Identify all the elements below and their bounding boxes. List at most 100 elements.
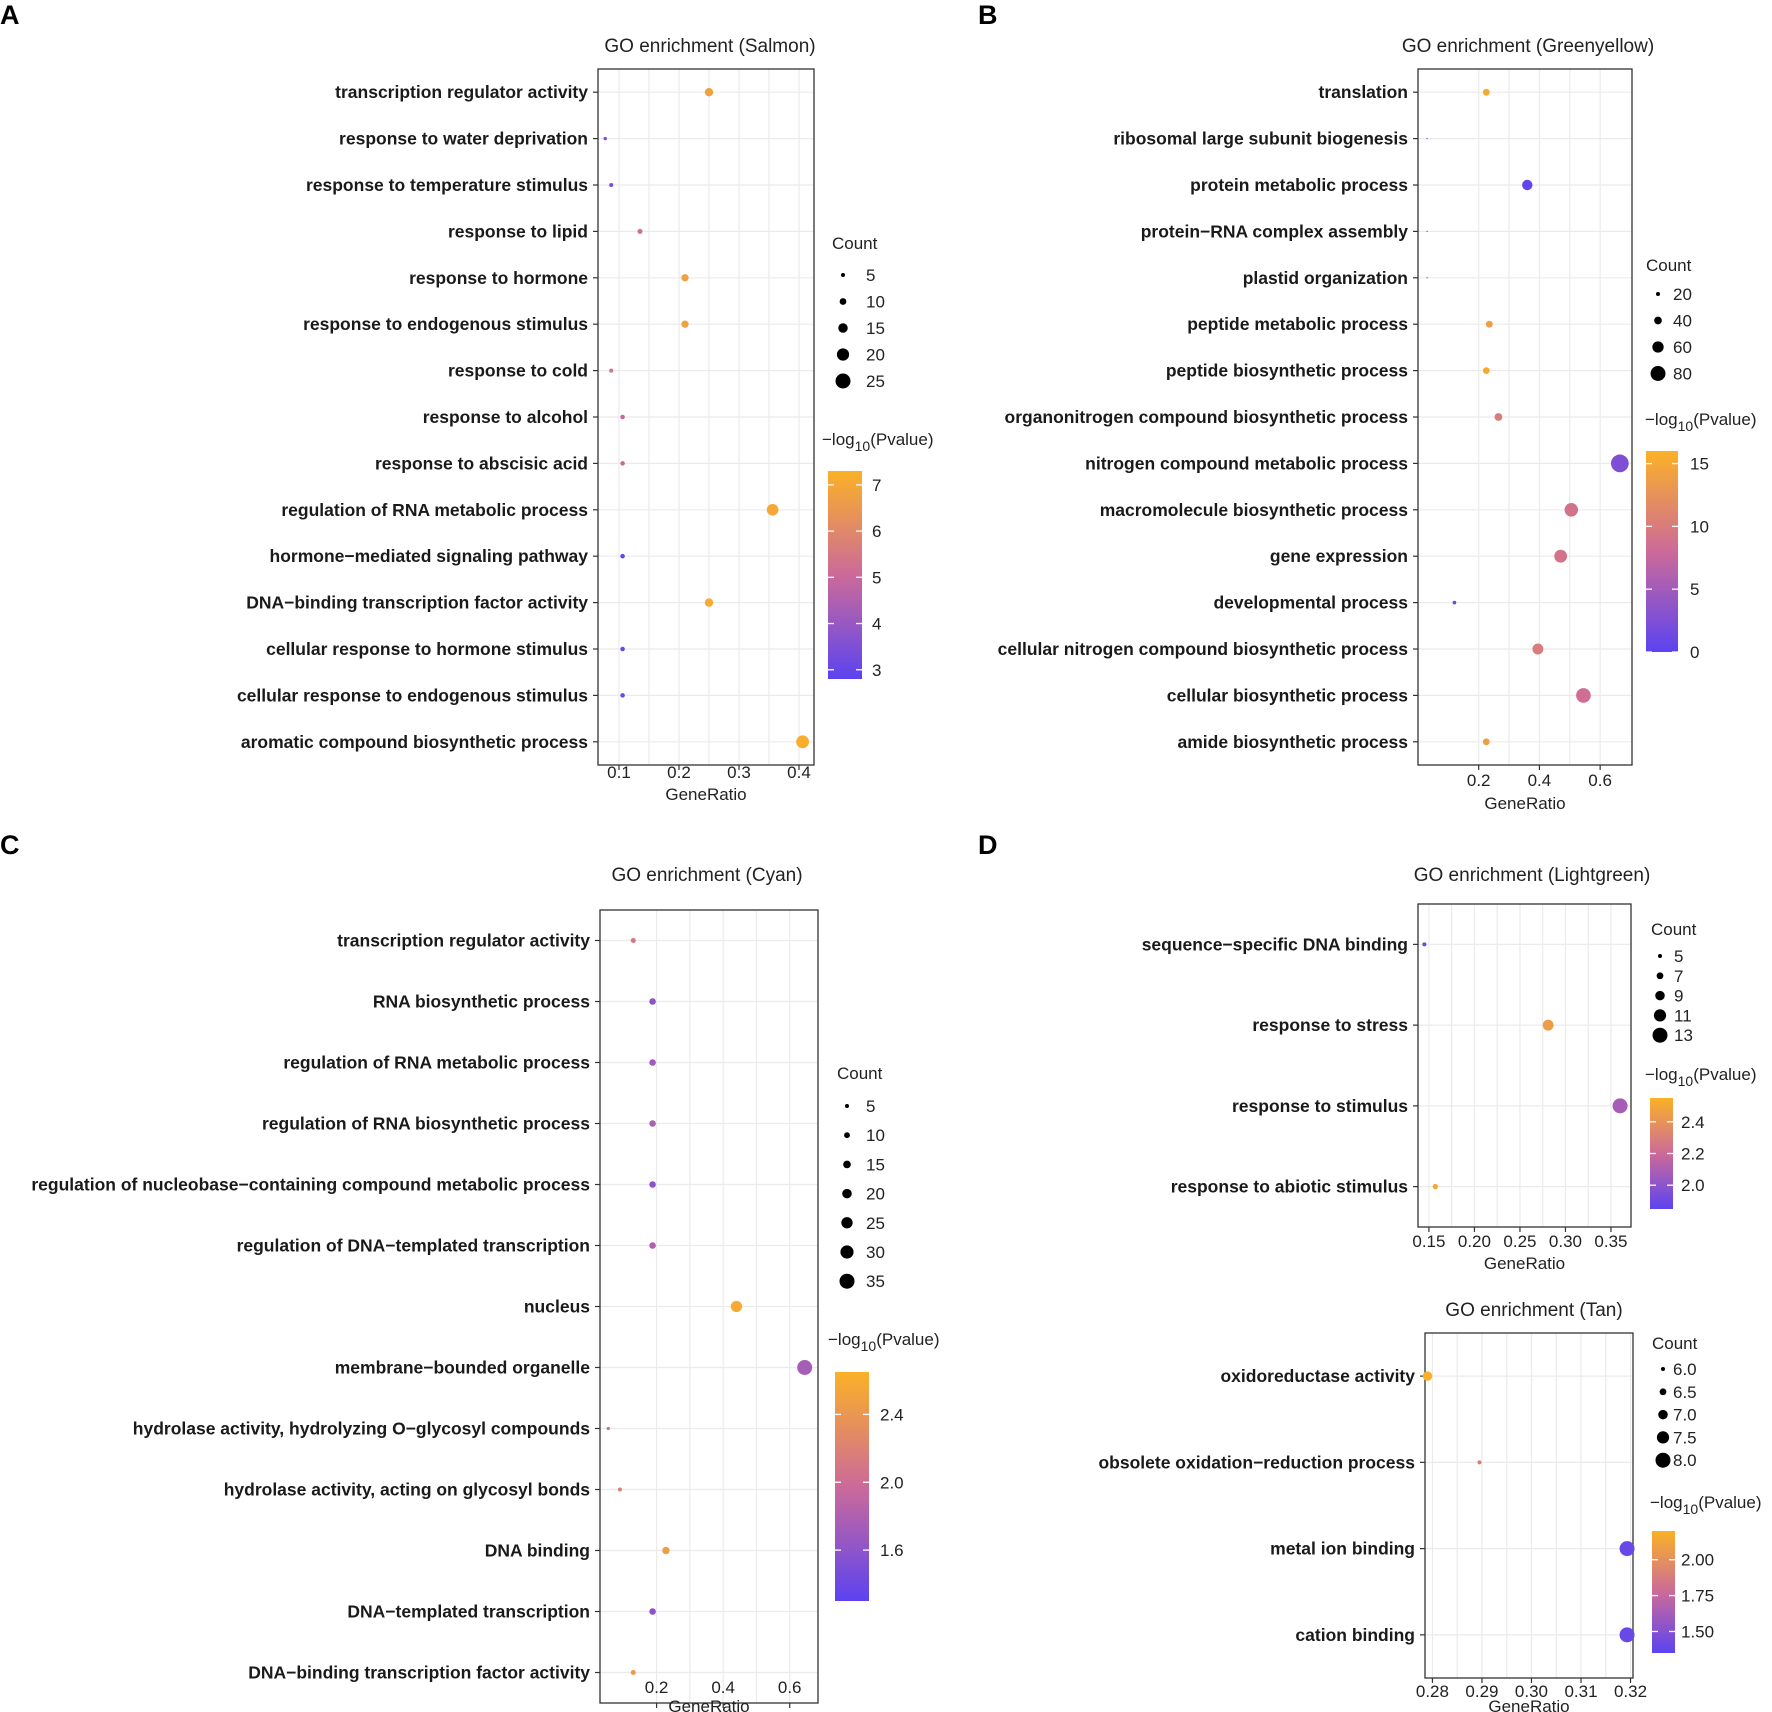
data-point <box>630 937 636 944</box>
count-legend-label: 40 <box>1673 312 1692 331</box>
data-point <box>1426 230 1428 233</box>
data-point <box>603 136 607 141</box>
count-legend-dot <box>836 348 850 361</box>
term-label: hydrolase activity, hydrolyzing O−glycos… <box>133 1419 590 1439</box>
data-point <box>766 503 779 516</box>
data-point <box>1482 738 1490 746</box>
x-tick-label: 0.20 <box>1458 1232 1491 1251</box>
count-legend-dot <box>1655 1452 1671 1468</box>
x-axis-title: GeneRatio <box>665 785 746 804</box>
data-point <box>620 553 625 559</box>
colorbar-label: 1.50 <box>1681 1622 1714 1641</box>
count-legend-label: 5 <box>1674 947 1683 966</box>
data-point <box>1482 367 1490 374</box>
x-tick-label: 0.15 <box>1412 1232 1445 1251</box>
data-point <box>1542 1019 1554 1031</box>
term-label: regulation of DNA−templated transcriptio… <box>237 1236 590 1256</box>
data-point <box>1612 1098 1628 1114</box>
pvalue-legend-title: −log10(Pvalue) <box>822 430 934 454</box>
term-label: regulation of RNA metabolic process <box>283 1053 590 1073</box>
data-point <box>1422 942 1427 947</box>
count-legend-title: Count <box>1651 920 1697 939</box>
term-label: peptide metabolic process <box>1187 314 1408 334</box>
term-label: response to alcohol <box>423 407 588 427</box>
count-legend-label: 60 <box>1673 338 1692 357</box>
x-tick-label: 0.25 <box>1503 1232 1536 1251</box>
data-point <box>1576 688 1591 703</box>
count-legend-label: 30 <box>866 1243 885 1262</box>
data-point <box>649 998 656 1005</box>
pvalue-title-sub: 10 <box>1683 1501 1699 1517</box>
colorbar-label: 7 <box>872 476 881 495</box>
data-point <box>1485 320 1493 328</box>
colorbar-label: 5 <box>1690 580 1699 599</box>
x-tick-label: 0.4 <box>711 1678 735 1697</box>
x-tick-label: 0.30 <box>1549 1232 1582 1251</box>
data-point <box>617 1487 622 1492</box>
count-legend-label: 5 <box>866 266 875 285</box>
count-legend-dot <box>1659 1388 1667 1396</box>
data-point <box>730 1300 743 1313</box>
data-point <box>630 1669 636 1676</box>
count-legend-label: 20 <box>866 1185 885 1204</box>
term-label: response to cold <box>448 361 588 381</box>
colorbar-label: 4 <box>872 615 881 634</box>
x-tick-label: 0.1 <box>607 763 631 782</box>
charts-container: GO enrichment (Salmon) transcription regu… <box>31 36 1761 1712</box>
pvalue-title-prefix: −log <box>1645 410 1678 429</box>
pvalue-legend-title: −log10(Pvalue) <box>1645 410 1757 434</box>
colorbar <box>1646 451 1678 652</box>
term-label: hormone−mediated signaling pathway <box>270 546 589 566</box>
term-label: response to temperature stimulus <box>306 175 588 195</box>
count-legend-dot <box>845 1104 849 1108</box>
data-point <box>1432 1183 1438 1190</box>
data-point <box>649 1120 656 1127</box>
term-label: developmental process <box>1213 593 1408 613</box>
count-legend-dot <box>1650 366 1666 381</box>
data-point <box>1554 549 1568 563</box>
colorbar <box>828 471 862 679</box>
x-tick-label: 0.6 <box>778 1678 802 1697</box>
term-label: protein−RNA complex assembly <box>1141 221 1409 241</box>
term-label: response to hormone <box>409 268 588 288</box>
x-tick-label: 0.35 <box>1594 1232 1627 1251</box>
chart-title-0: GO enrichment (Salmon) <box>604 36 815 57</box>
colorbar <box>1652 1531 1675 1653</box>
data-point <box>649 1608 656 1615</box>
data-point <box>1426 137 1428 140</box>
pvalue-legend-title: −log10(Pvalue) <box>1645 1065 1757 1089</box>
chart-title-3: GO enrichment (Lightgreen) <box>1414 865 1651 886</box>
count-legend-label: 10 <box>866 293 885 312</box>
data-point <box>681 320 689 328</box>
count-legend-title: Count <box>837 1064 883 1083</box>
x-tick-label: 0.4 <box>787 763 811 782</box>
term-label: hydrolase activity, acting on glycosyl b… <box>224 1480 591 1500</box>
count-legend-label: 20 <box>866 346 885 365</box>
colorbar-label: 2.0 <box>880 1473 904 1492</box>
data-point <box>1452 600 1457 605</box>
chart-title-2: GO enrichment (Cyan) <box>611 865 802 886</box>
data-point <box>649 1242 656 1249</box>
count-legend-dot <box>1656 292 1660 296</box>
term-label: regulation of RNA biosynthetic process <box>262 1114 590 1134</box>
data-point <box>1610 454 1629 473</box>
pvalue-title-sub: 10 <box>1678 1073 1694 1089</box>
term-label: DNA−binding transcription factor activit… <box>248 1663 590 1683</box>
count-legend-label: 35 <box>866 1272 885 1291</box>
term-label: cellular nitrogen compound biosynthetic … <box>998 639 1409 659</box>
count-legend-dot <box>1658 954 1662 958</box>
count-legend-label: 6.5 <box>1673 1383 1697 1402</box>
colorbar-label: 2.0 <box>1681 1176 1705 1195</box>
count-legend-label: 9 <box>1674 987 1683 1006</box>
data-point <box>620 461 625 466</box>
data-point <box>1426 277 1428 279</box>
x-tick-label: 0.3 <box>727 763 751 782</box>
count-legend-dot <box>844 1132 850 1139</box>
count-legend-label: 7.0 <box>1673 1406 1697 1425</box>
term-label: amide biosynthetic process <box>1178 732 1409 752</box>
data-point <box>1422 1371 1433 1381</box>
count-legend-dot <box>838 323 848 333</box>
count-legend-label: 6.0 <box>1673 1360 1697 1379</box>
colorbar <box>835 1372 869 1601</box>
count-legend-dot <box>1654 316 1662 325</box>
